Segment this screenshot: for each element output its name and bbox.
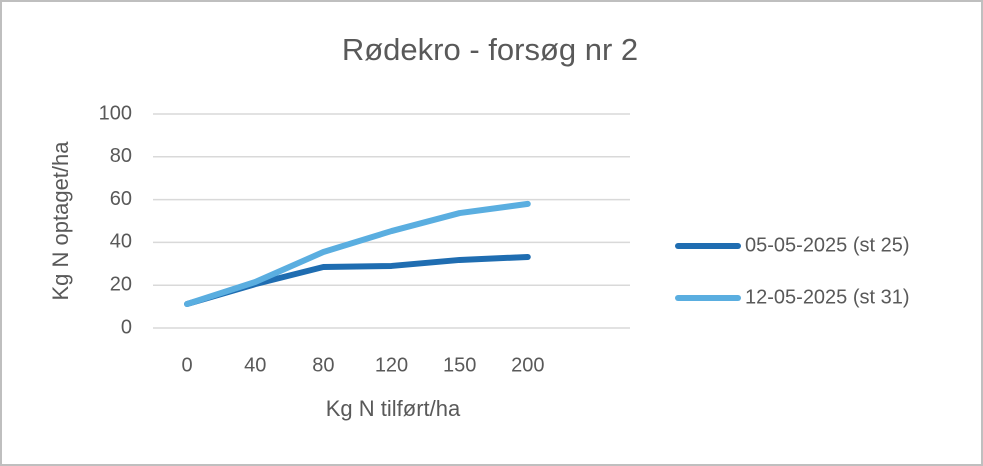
legend-label: 05-05-2025 (st 25) (745, 234, 910, 256)
y-axis-label: Kg N optaget/ha (48, 141, 73, 301)
y-tick-label: 100 (99, 102, 132, 124)
series-line (184, 200, 531, 308)
x-axis-label: Kg N tilført/ha (326, 396, 461, 421)
y-tick-label: 40 (110, 231, 132, 253)
y-tick-label: 80 (110, 145, 132, 167)
x-tick-label: 0 (182, 354, 193, 376)
y-tick-label: 0 (121, 316, 132, 338)
chart-title: Rødekro - forsøg nr 2 (342, 32, 638, 67)
y-tick-label: 60 (110, 188, 132, 210)
x-tick-label: 150 (443, 354, 476, 376)
x-tick-label: 40 (244, 354, 266, 376)
x-tick-label: 80 (312, 354, 334, 376)
y-tick-label: 20 (110, 273, 132, 295)
x-tick-label: 200 (511, 354, 544, 376)
x-tick-label: 120 (375, 354, 408, 376)
legend-label: 12-05-2025 (st 31) (745, 286, 910, 308)
